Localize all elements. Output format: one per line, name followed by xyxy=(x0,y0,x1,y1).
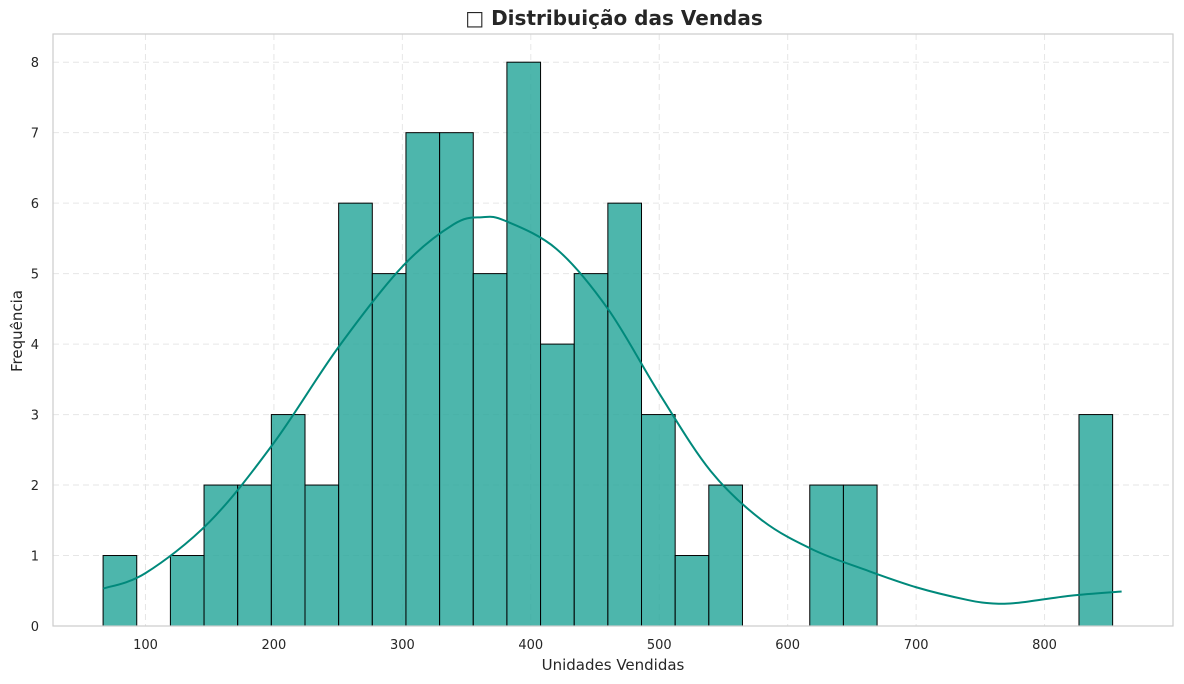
y-tick-label: 7 xyxy=(31,127,39,142)
histogram-bar xyxy=(270,414,306,627)
histogram-bar xyxy=(338,202,373,627)
histogram-bar xyxy=(607,202,643,627)
y-tick-label: 1 xyxy=(31,550,39,565)
histogram-bar xyxy=(472,273,508,627)
x-tick-label: 500 xyxy=(647,638,672,653)
x-tick-label: 100 xyxy=(133,638,158,653)
chart-title: □ Distribuição das Vendas xyxy=(465,6,763,30)
x-tick-label: 200 xyxy=(262,638,287,653)
y-tick-label: 2 xyxy=(31,479,39,494)
histogram-bar xyxy=(674,555,710,627)
y-tick-label: 6 xyxy=(31,197,39,212)
histogram-bar xyxy=(203,484,239,627)
histogram-bar xyxy=(540,343,575,627)
y-tick-label: 0 xyxy=(31,620,39,635)
histogram-bar xyxy=(169,555,205,627)
kde-curve xyxy=(102,215,1122,605)
x-tick-label: 800 xyxy=(1032,638,1057,653)
histogram-bar xyxy=(641,414,676,627)
histogram-bar xyxy=(237,484,272,627)
histogram-bar xyxy=(842,484,878,627)
histogram-bar xyxy=(439,132,474,627)
y-tick-label: 5 xyxy=(31,268,39,283)
histogram-bar xyxy=(506,61,542,627)
histogram-bar xyxy=(102,555,138,627)
x-tick-label: 700 xyxy=(904,638,929,653)
histogram-bars xyxy=(102,61,1114,627)
x-tick-label: 300 xyxy=(390,638,415,653)
y-tick-label: 4 xyxy=(31,338,39,353)
histogram-bar xyxy=(573,273,609,627)
x-axis-label: Unidades Vendidas xyxy=(542,656,685,674)
x-tick-label: 600 xyxy=(775,638,800,653)
histogram-bar xyxy=(371,273,407,627)
x-axis-ticks: 100 200 300 400 500 600 700 800 xyxy=(133,638,1057,653)
y-tick-label: 3 xyxy=(31,409,39,424)
histogram-bar xyxy=(405,132,441,627)
y-tick-label: 8 xyxy=(31,56,39,71)
histogram-bar xyxy=(304,484,340,627)
y-axis-label: Frequência xyxy=(8,290,26,372)
x-tick-label: 400 xyxy=(518,638,543,653)
plot-frame xyxy=(52,33,1174,627)
y-axis-ticks: 0 1 2 3 4 5 6 7 8 xyxy=(31,56,39,635)
histogram-bar xyxy=(708,484,743,627)
